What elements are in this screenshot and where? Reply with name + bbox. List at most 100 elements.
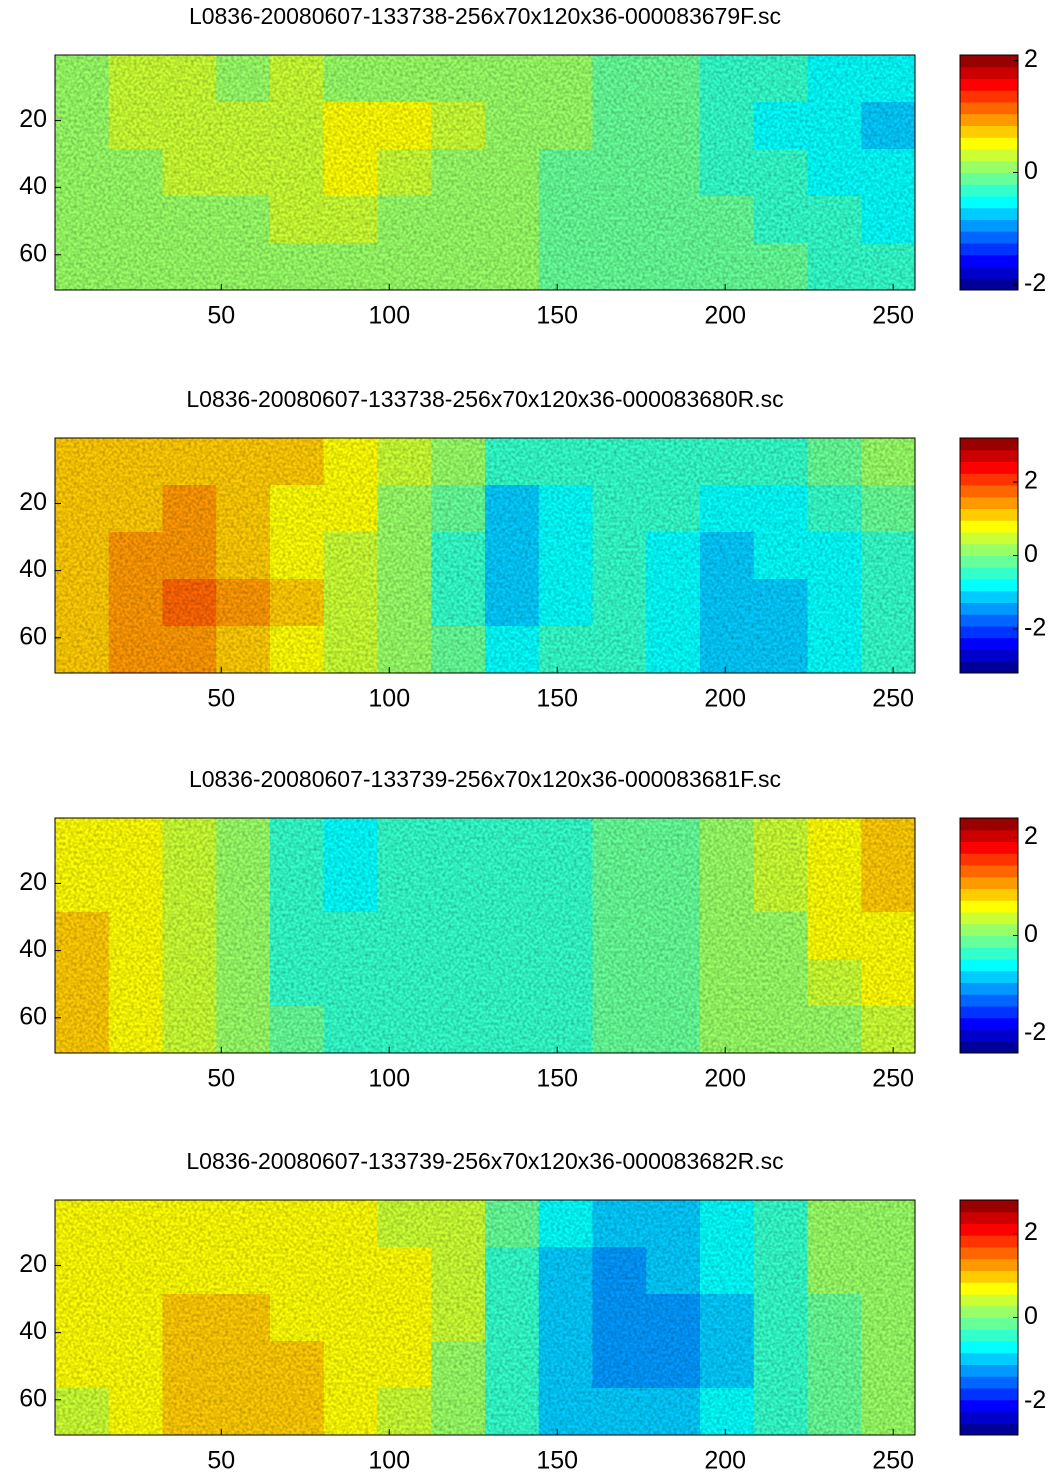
texture <box>55 438 915 673</box>
chart-title: L0836-20080607-133739-256x70x120x36-0000… <box>186 1148 783 1174</box>
colorbar-band <box>960 243 1018 256</box>
colorbar-tick-label: 0 <box>1024 1302 1038 1330</box>
colorbar-band <box>960 1270 1018 1283</box>
colorbar-band <box>960 1211 1018 1224</box>
colorbar-band <box>960 254 1018 267</box>
x-tick-label: 100 <box>368 1447 410 1475</box>
colorbar-band <box>960 935 1018 948</box>
texture <box>55 818 915 1053</box>
colorbar-tick-label: 0 <box>1024 920 1038 948</box>
y-tick-label: 60 <box>19 1002 47 1030</box>
colorbar-band <box>960 567 1018 580</box>
colorbar-band <box>960 1017 1018 1030</box>
colorbar-tick-label: 2 <box>1024 467 1038 495</box>
colorbar-band <box>960 1376 1018 1389</box>
colorbar-band <box>960 184 1018 197</box>
colorbar-band <box>960 614 1018 627</box>
colorbar-band <box>960 829 1018 842</box>
colorbar-band <box>960 172 1018 185</box>
y-tick-label: 40 <box>19 1317 47 1345</box>
colorbar-band <box>960 438 1018 451</box>
colorbar-band <box>960 149 1018 162</box>
colorbar-band <box>960 947 1018 960</box>
x-tick-label: 100 <box>368 302 410 330</box>
x-tick-label: 100 <box>368 685 410 713</box>
colorbar-band <box>960 1258 1018 1271</box>
colorbar-band <box>960 1411 1018 1424</box>
colorbar-band <box>960 853 1018 866</box>
colorbar-band <box>960 590 1018 603</box>
colorbar-tick-label: -2 <box>1024 1386 1046 1414</box>
colorbar-band <box>960 994 1018 1007</box>
colorbar-band <box>960 602 1018 615</box>
colorbar-band <box>960 649 1018 662</box>
colorbar-band <box>960 278 1018 291</box>
x-tick-label: 200 <box>704 302 746 330</box>
colorbar-band <box>960 1200 1018 1213</box>
colorbar-band <box>960 959 1018 972</box>
colorbar-band <box>960 555 1018 568</box>
colorbar-band <box>960 637 1018 650</box>
colorbar-band <box>960 1282 1018 1295</box>
x-tick-label: 150 <box>536 1447 578 1475</box>
chart-title: L0836-20080607-133739-256x70x120x36-0000… <box>189 766 781 792</box>
colorbar-tick-label: 2 <box>1024 45 1038 73</box>
axes-frame <box>54 817 916 1054</box>
y-tick-label: 20 <box>19 488 47 516</box>
colorbar-band <box>960 90 1018 103</box>
x-tick-label: 150 <box>536 1065 578 1093</box>
colorbar-band <box>960 207 1018 220</box>
x-tick-label: 250 <box>872 685 914 713</box>
y-tick-label: 40 <box>19 555 47 583</box>
colorbar-band <box>960 912 1018 925</box>
colorbar-band <box>960 137 1018 150</box>
colorbar-band <box>960 461 1018 474</box>
colorbar-band <box>960 1223 1018 1236</box>
y-tick-label: 60 <box>19 239 47 267</box>
colorbar-band <box>960 818 1018 831</box>
x-tick-label: 200 <box>704 685 746 713</box>
colorbar-tick-label: 2 <box>1024 1218 1038 1246</box>
colorbar-band <box>960 1329 1018 1342</box>
colorbar-band <box>960 876 1018 889</box>
colorbar-band <box>960 1341 1018 1354</box>
chart-title: L0836-20080607-133738-256x70x120x36-0000… <box>186 386 783 412</box>
x-tick-label: 150 <box>536 302 578 330</box>
y-tick-label: 40 <box>19 935 47 963</box>
colorbar-band <box>960 543 1018 556</box>
axes-frame <box>54 1199 916 1436</box>
colorbar-band <box>960 1364 1018 1377</box>
colorbar-band <box>960 473 1018 486</box>
x-tick-label: 250 <box>872 1065 914 1093</box>
colorbar-band <box>960 923 1018 936</box>
colorbar-band <box>960 982 1018 995</box>
colorbar-band <box>960 865 1018 878</box>
colorbar-band <box>960 520 1018 533</box>
colorbar-band <box>960 1423 1018 1436</box>
colorbar-band <box>960 485 1018 498</box>
colorbar-band <box>960 626 1018 639</box>
colorbar-band <box>960 160 1018 173</box>
colorbar-band <box>960 78 1018 91</box>
colorbar-band <box>960 888 1018 901</box>
x-tick-label: 50 <box>207 302 235 330</box>
colorbar-band <box>960 1006 1018 1019</box>
colorbar-tick-label: 0 <box>1024 540 1038 568</box>
colorbar-band <box>960 970 1018 983</box>
x-tick-label: 250 <box>872 1447 914 1475</box>
x-tick-label: 150 <box>536 685 578 713</box>
colorbar-band <box>960 125 1018 138</box>
axes-frame <box>54 437 916 674</box>
y-tick-label: 20 <box>19 105 47 133</box>
axes-frame <box>54 54 916 291</box>
x-tick-label: 100 <box>368 1065 410 1093</box>
x-tick-label: 50 <box>207 685 235 713</box>
colorbar-band <box>960 508 1018 521</box>
colorbar-band <box>960 219 1018 232</box>
colorbar-band <box>960 196 1018 209</box>
texture <box>55 1200 915 1435</box>
colorbar-tick-label: 2 <box>1024 822 1038 850</box>
colorbar-band <box>960 1041 1018 1054</box>
x-tick-label: 250 <box>872 302 914 330</box>
